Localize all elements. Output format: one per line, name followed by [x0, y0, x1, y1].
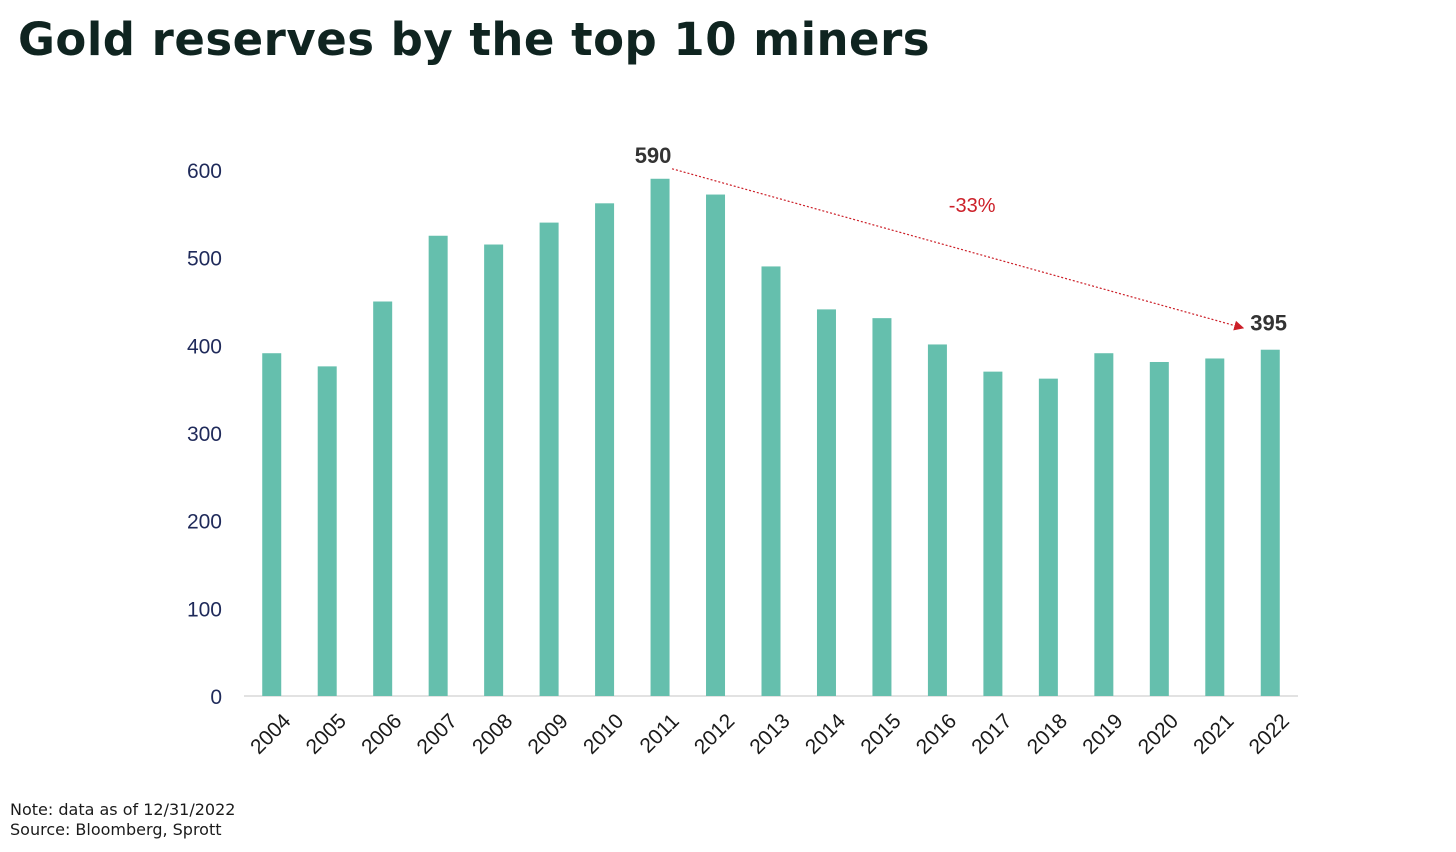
page-title: Gold reserves by the top 10 miners [18, 13, 931, 66]
y-tick-label: 500 [187, 248, 222, 271]
x-tick-label: 2013 [745, 709, 794, 758]
bar-2011 [650, 178, 670, 696]
bar-series [262, 178, 1280, 696]
bar-2013 [761, 266, 781, 696]
bar-2010 [595, 203, 615, 696]
y-tick-label: 300 [187, 423, 222, 446]
bar-2017 [983, 371, 1003, 696]
x-tick-label: 2017 [967, 709, 1016, 758]
bar-2014 [816, 309, 836, 696]
x-tick-label: 2006 [357, 709, 406, 758]
change-arrow [671, 168, 1245, 331]
bar-2022 [1260, 349, 1280, 696]
bar-2009 [539, 222, 559, 696]
annotations: -33% 590 395 [635, 143, 1287, 336]
x-tick-label: 2021 [1189, 709, 1238, 758]
bar-2021 [1205, 358, 1225, 696]
bar-2016 [927, 344, 947, 696]
x-tick-label: 2018 [1023, 709, 1072, 758]
x-tick-label: 2020 [1134, 709, 1183, 758]
bar-2012 [706, 194, 726, 696]
x-tick-label: 2015 [856, 709, 905, 758]
note-text: Note: data as of 12/31/2022 [10, 800, 236, 819]
bar-2005 [317, 366, 337, 696]
bar-2020 [1149, 361, 1169, 696]
change-label: -33% [949, 195, 996, 217]
x-tick-label: 2005 [302, 709, 351, 758]
y-tick-label: 200 [187, 511, 222, 534]
x-tick-label: 2011 [636, 709, 684, 757]
bar-chart: 0 100 200 300 400 500 600 2004 2005 2006 2007 2008… [187, 143, 1298, 759]
y-tick-label: 0 [210, 686, 222, 709]
x-tick-label: 2022 [1245, 709, 1294, 758]
bar-2019 [1094, 353, 1114, 696]
end-value-label: 395 [1250, 311, 1287, 336]
x-axis: 2004 2005 2006 2007 2008 2009 2010 2011 2012 2013… [246, 709, 1294, 759]
bar-2008 [484, 244, 504, 696]
bar-2007 [428, 235, 448, 696]
x-tick-label: 2016 [912, 709, 961, 758]
x-tick-label: 2008 [468, 709, 517, 758]
source-text: Source: Bloomberg, Sprott [10, 820, 222, 839]
x-tick-label: 2012 [690, 709, 739, 758]
x-tick-label: 2009 [524, 709, 573, 758]
bar-2006 [373, 301, 393, 696]
x-tick-label: 2007 [413, 709, 462, 758]
footnote: Note: data as of 12/31/2022 Source: Bloo… [10, 800, 235, 840]
peak-value-label: 590 [635, 143, 672, 168]
x-tick-label: 2010 [579, 709, 628, 758]
x-tick-label: 2014 [801, 709, 851, 759]
y-tick-label: 100 [187, 598, 222, 621]
x-tick-label: 2019 [1078, 709, 1127, 758]
y-axis: 0 100 200 300 400 500 600 [187, 160, 222, 709]
y-tick-label: 600 [187, 160, 222, 183]
x-tick-label: 2004 [246, 709, 296, 759]
y-tick-label: 400 [187, 335, 222, 358]
bar-2018 [1038, 378, 1058, 696]
bar-2004 [262, 353, 282, 696]
bar-2015 [872, 318, 892, 696]
